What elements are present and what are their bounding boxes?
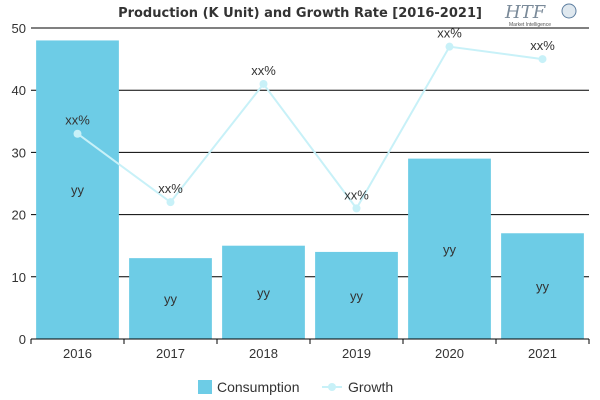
y-tick-label-50: 50 bbox=[12, 21, 26, 36]
growth-label-2018: xx% bbox=[251, 63, 276, 78]
bar-2021 bbox=[501, 233, 584, 339]
bar-2016 bbox=[36, 40, 119, 339]
growth-label-2021: xx% bbox=[530, 38, 555, 53]
bar-label-2018: yy bbox=[257, 285, 271, 300]
growth-point-2020 bbox=[445, 42, 454, 51]
y-tick-label-20: 20 bbox=[12, 208, 26, 223]
x-tick-label-2018: 2018 bbox=[249, 346, 278, 361]
bar-2020 bbox=[408, 158, 491, 339]
y-tick-label-30: 30 bbox=[12, 145, 26, 160]
bar-label-2021: yy bbox=[536, 279, 550, 294]
legend-item-consumption[interactable]: Consumption bbox=[198, 379, 300, 395]
growth-label-2017: xx% bbox=[158, 181, 183, 196]
growth-point-2016 bbox=[73, 129, 82, 138]
bar-2018 bbox=[222, 245, 305, 339]
x-axis: 2016 2017 2018 2019 2020 2021 bbox=[30, 338, 590, 361]
growth-point-2021 bbox=[538, 55, 547, 64]
x-tick-label-2021: 2021 bbox=[528, 346, 557, 361]
growth-point-2017 bbox=[166, 198, 175, 207]
x-tick-label-2016: 2016 bbox=[63, 346, 92, 361]
bar-2017 bbox=[129, 258, 212, 339]
bar-label-2020: yy bbox=[443, 242, 457, 257]
logo-text: HTF bbox=[504, 2, 547, 23]
legend-item-growth[interactable]: Growth bbox=[322, 379, 393, 395]
growth-line-path bbox=[76, 45, 543, 211]
x-tick-label-2017: 2017 bbox=[156, 346, 185, 361]
legend: Consumption Growth bbox=[198, 379, 393, 395]
legend-label-growth: Growth bbox=[348, 379, 393, 395]
globe-icon bbox=[561, 3, 577, 19]
legend-swatch-growth-marker bbox=[328, 383, 336, 391]
bar-label-2017: yy bbox=[164, 292, 178, 307]
brand-logo: HTF Market Intelligence bbox=[504, 2, 577, 28]
chart-title: Production (K Unit) and Growth Rate [201… bbox=[118, 6, 482, 21]
bar-label-2019: yy bbox=[350, 288, 364, 303]
legend-swatch-consumption bbox=[198, 380, 212, 394]
x-tick-label-2020: 2020 bbox=[435, 346, 464, 361]
bars: yy yy yy yy yy yy bbox=[36, 40, 584, 339]
growth-label-2016: xx% bbox=[65, 113, 90, 128]
growth-label-2019: xx% bbox=[344, 187, 369, 202]
legend-label-consumption: Consumption bbox=[217, 379, 300, 395]
growth-line: xx% xx% xx% xx% xx% xx% bbox=[65, 26, 555, 213]
y-tick-label-0: 0 bbox=[19, 332, 26, 347]
bar-label-2016: yy bbox=[71, 183, 85, 198]
logo-subtext: Market Intelligence bbox=[509, 22, 551, 28]
x-tick-label-2019: 2019 bbox=[342, 346, 371, 361]
y-tick-label-40: 40 bbox=[12, 83, 26, 98]
y-axis: 0 10 20 30 40 50 bbox=[12, 21, 26, 347]
y-tick-label-10: 10 bbox=[12, 270, 26, 285]
bar-2019 bbox=[315, 251, 398, 339]
growth-point-2018 bbox=[259, 79, 268, 88]
growth-point-2019 bbox=[352, 204, 361, 213]
grid-lines bbox=[31, 27, 589, 278]
growth-label-2020: xx% bbox=[437, 26, 462, 41]
